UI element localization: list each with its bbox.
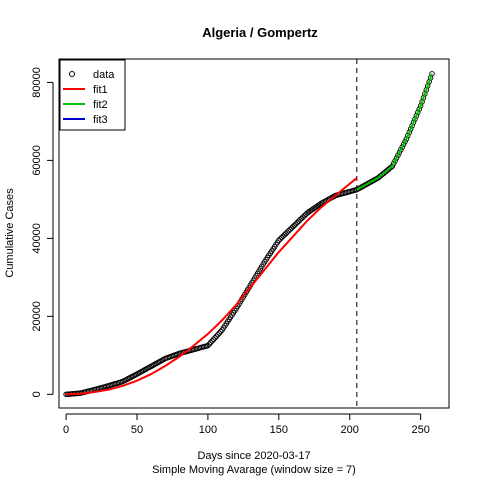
data-point <box>205 342 211 349</box>
data-point <box>389 163 396 169</box>
data-point <box>393 155 400 161</box>
data-point <box>283 230 289 237</box>
data-point <box>293 221 299 227</box>
x-axis-label: Days since 2020-03-17 <box>197 450 310 462</box>
data-point <box>206 341 213 347</box>
data-point <box>284 229 291 235</box>
data-point <box>297 217 303 223</box>
data-point <box>210 336 217 343</box>
data-point <box>294 219 301 226</box>
y-axis: 0 20000 40000 60000 80000 <box>31 67 54 397</box>
data-point <box>300 214 306 220</box>
x-axis: 0 50 100 150 200 250 <box>63 413 430 436</box>
data-point <box>215 331 221 338</box>
chart-subtitle: Simple Moving Avarage (window size = 7) <box>152 464 356 476</box>
data-point <box>212 335 218 341</box>
legend-entry-fit3: fit3 <box>63 114 108 126</box>
legend-label: fit2 <box>93 99 108 111</box>
y-tick-label: 60000 <box>31 145 43 176</box>
data-point <box>280 233 286 239</box>
x-tick-label: 100 <box>199 424 217 436</box>
data-point <box>400 141 407 148</box>
data-point <box>288 225 295 231</box>
data-point <box>301 213 308 219</box>
legend-label: fit3 <box>93 114 108 126</box>
data-point <box>392 158 398 164</box>
data-point <box>295 218 302 224</box>
data-point <box>388 164 394 171</box>
data-point <box>398 147 404 153</box>
legend-label: data <box>93 69 115 81</box>
data-point <box>291 222 298 229</box>
legend-entry-fit1: fit1 <box>63 84 108 96</box>
data-point <box>390 160 397 167</box>
data-point <box>277 236 283 242</box>
legend-entry-fit2: fit2 <box>63 99 108 111</box>
data-point <box>209 338 215 344</box>
data-point <box>217 328 224 335</box>
data-point <box>276 237 282 244</box>
y-tick-label: 0 <box>31 391 43 397</box>
x-tick-label: 200 <box>341 424 359 436</box>
y-tick-label: 20000 <box>31 301 43 332</box>
data-point <box>216 330 223 336</box>
chart-title: Algeria / Gompertz <box>202 25 318 40</box>
data-point <box>395 152 401 159</box>
y-tick-label: 80000 <box>31 67 43 98</box>
data-point <box>278 234 285 241</box>
data-point <box>399 144 405 150</box>
series-layer <box>63 71 435 398</box>
data-point <box>290 223 296 230</box>
data-point <box>207 339 214 346</box>
data-point <box>402 138 408 145</box>
series-line-fit2 <box>356 73 433 191</box>
data-point <box>287 226 293 233</box>
x-tick-label: 0 <box>63 424 69 436</box>
legend-entry-data: data <box>69 69 115 81</box>
legend-label: fit1 <box>93 84 108 96</box>
y-tick-label: 40000 <box>31 223 43 254</box>
y-axis-label: Cumulative Cases <box>4 188 16 278</box>
legend: data fit1 fit2 fit3 <box>59 59 126 131</box>
series-line-fit1 <box>66 177 358 396</box>
data-point <box>285 228 292 234</box>
x-tick-label: 250 <box>411 424 429 436</box>
x-tick-label: 150 <box>270 424 288 436</box>
x-tick-label: 50 <box>131 424 143 436</box>
plot-frame <box>58 58 450 409</box>
data-point <box>298 215 305 222</box>
data-point <box>213 333 220 340</box>
legend-point-swatch <box>69 71 75 77</box>
data-point <box>281 232 288 238</box>
data-point <box>396 149 403 156</box>
data-point <box>317 201 323 208</box>
